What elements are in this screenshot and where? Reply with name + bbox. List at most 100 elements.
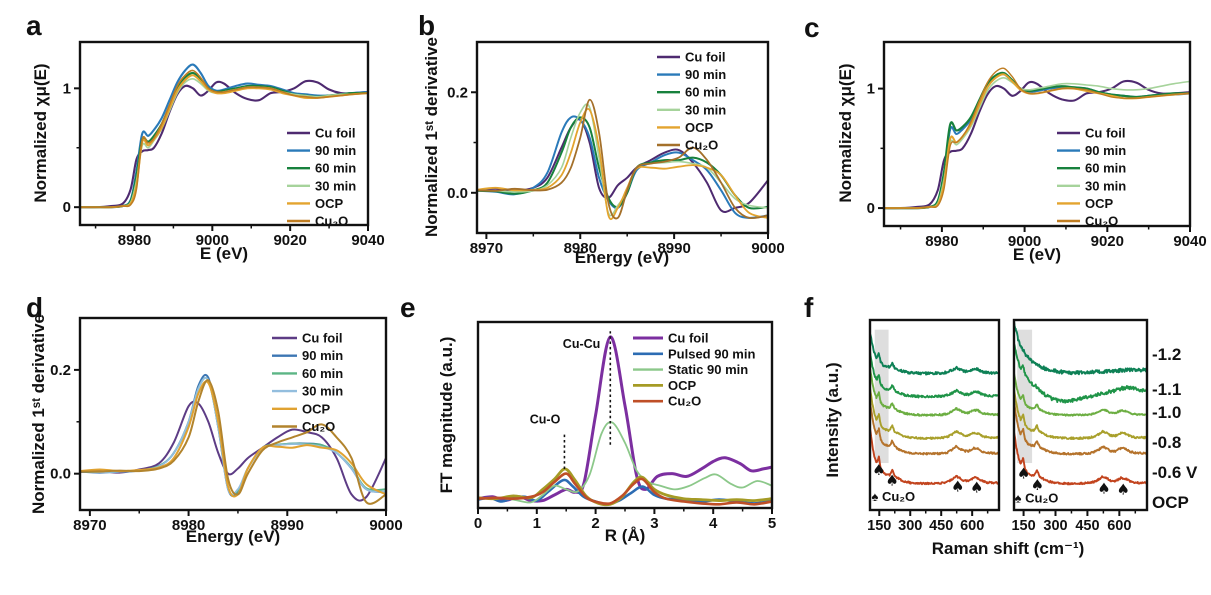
panel-c-legend-label-30-min: 30 min xyxy=(1085,178,1126,193)
panel-d-xlabel: Energy (eV) xyxy=(186,527,280,546)
panel-f-subplot-0-series-1-0 xyxy=(869,367,1000,417)
plots-layer: 8980 9000 9020 9040 0 1 E (eV) Normalized χμ(E)… xyxy=(29,37,1207,558)
panel-a-ylabel: Normalized χμ(E) xyxy=(31,63,50,202)
panel-c-series-cu-foil xyxy=(883,79,1191,210)
panel-b-series-cu-foil xyxy=(476,118,769,213)
x-tick-label: 3 xyxy=(650,515,658,532)
panel-d-series-cu-o xyxy=(79,379,387,505)
panel-f-subplot-0-spade-marker-1: ♠ xyxy=(885,471,898,489)
x-tick-label: 8980 xyxy=(564,240,597,257)
y-tick-label: 0 xyxy=(63,199,71,216)
panel-a-xlabel: E (eV) xyxy=(200,244,248,263)
panel-c-series-cu-o xyxy=(883,67,1191,209)
panel-f-subplot-0-spade-marker-2: ♠ xyxy=(951,478,964,496)
panel-c-ylabel: Normalized χμ(E) xyxy=(836,63,855,202)
panel-f-subplot-0-series-ocp xyxy=(869,428,1000,486)
panel-b-xlabel: Energy (eV) xyxy=(575,248,669,267)
y-tick-label: 0.0 xyxy=(50,466,71,483)
panel-c-series-ocp xyxy=(883,73,1191,210)
panel-f-subplot-1-series-ocp xyxy=(1013,431,1148,486)
panel-d-letter: d xyxy=(26,292,43,323)
panel-b-series xyxy=(476,98,769,221)
panel-f-potential-label-ocp: OCP xyxy=(1152,493,1189,512)
x-tick-label: 150 xyxy=(867,518,891,534)
x-tick-label: 8980 xyxy=(118,232,151,249)
panel-b: 8970 8980 8990 9000 0.0 0.2 Energy (eV) Normali… xyxy=(422,37,785,267)
panel-e-legend-label-cu-foil: Cu foil xyxy=(668,331,708,346)
x-tick-label: 8970 xyxy=(73,517,106,534)
plot-frame xyxy=(882,40,1192,228)
panel-b-legend-label-30-min: 30 min xyxy=(685,102,726,117)
panel-e-series-cu-o xyxy=(477,472,773,506)
panel-b-legend-label-cu-foil: Cu foil xyxy=(685,50,725,65)
panel-a-legend-label-cu-o: Cu₂O xyxy=(315,214,348,229)
x-tick-label: 9040 xyxy=(351,232,384,249)
panel-d-legend-label-ocp: OCP xyxy=(302,401,331,416)
panel-d-series-cu-foil xyxy=(79,400,387,502)
panel-f-subplot-1-series-1-1 xyxy=(1013,343,1148,404)
x-tick-label: 600 xyxy=(1107,518,1131,534)
y-tick-label: 0.0 xyxy=(447,185,468,202)
panel-e: Cu-Cu Cu-O 0 1 2 3 4 5 R (Å) FT magnitude (a.u.) C… xyxy=(437,320,776,545)
panel-a-legend-label-30-min: 30 min xyxy=(315,178,356,193)
panel-b-series-cu-o xyxy=(476,98,769,220)
panel-f-subplot-1-spade-marker-0: ♠ xyxy=(1017,465,1030,483)
panel-b-series-ocp xyxy=(476,108,769,221)
panel-a-legend-label-60-min: 60 min xyxy=(315,161,356,176)
panel-b-letter: b xyxy=(418,10,435,41)
panel-b-legend-label-90-min: 90 min xyxy=(685,67,726,82)
panel-e-letter: e xyxy=(400,292,416,323)
panel-e-xlabel: R (Å) xyxy=(605,526,646,545)
panel-e-legend-label-ocp: OCP xyxy=(668,378,697,393)
panel-a-legend-label-ocp: OCP xyxy=(315,196,344,211)
panel-e-annotation-cu-cu: Cu-Cu xyxy=(563,337,601,351)
x-tick-label: 9020 xyxy=(1091,233,1124,250)
x-tick-label: 9000 xyxy=(369,517,402,534)
panel-e-legend-label-pulsed-90-min: Pulsed 90 min xyxy=(668,346,755,361)
x-tick-label: 8990 xyxy=(271,517,304,534)
plot-frame xyxy=(868,318,1001,512)
y-tick-label: 0.2 xyxy=(447,84,468,101)
y-tick-label: 1 xyxy=(63,80,71,97)
x-tick-label: 150 xyxy=(1011,518,1035,534)
x-tick-label: 8980 xyxy=(172,517,205,534)
panel-b-legend-label-ocp: OCP xyxy=(685,120,714,135)
panel-c-legend-label-90-min: 90 min xyxy=(1085,143,1126,158)
panel-f-potential-label-0-6-v: -0.6 V xyxy=(1152,463,1198,482)
plot-frame xyxy=(475,40,770,235)
panel-c-legend-label-60-min: 60 min xyxy=(1085,161,1126,176)
panel-a-legend-label-90-min: 90 min xyxy=(315,143,356,158)
panel-letters: a b c d e f xyxy=(26,10,820,323)
x-tick-label: 600 xyxy=(960,518,984,534)
panel-a-legend-label-cu-foil: Cu foil xyxy=(315,126,355,141)
panel-c-xlabel: E (eV) xyxy=(1013,245,1061,264)
panel-f-subplot-0-series-1-2 xyxy=(869,333,1000,376)
panel-d-legend-label-60-min: 60 min xyxy=(302,366,343,381)
panel-e-ylabel: FT magnitude (a.u.) xyxy=(437,337,456,494)
panel-c-letter: c xyxy=(804,12,820,43)
panel-b-legend-label-cu-o: Cu₂O xyxy=(685,138,718,153)
panel-f-subplot-0-series-0-8 xyxy=(869,388,1000,440)
panel-d-legend-label-cu-foil: Cu foil xyxy=(302,331,342,346)
panel-f-subplot-1 xyxy=(1013,321,1148,486)
x-tick-label: 9040 xyxy=(1173,233,1206,250)
plot-frame xyxy=(78,316,388,512)
panel-f-subplot-1-spade-marker-1: ♠ xyxy=(1031,476,1044,494)
panel-f-subplot-1-series-0-6-v xyxy=(1013,401,1148,456)
panel-a-series xyxy=(79,63,369,209)
panel-e-legend-label-cu-o: Cu₂O xyxy=(668,394,701,409)
panel-f-subplot-0-spade-marker-3: ♠ xyxy=(970,479,983,497)
panel-c-legend-label-cu-foil: Cu foil xyxy=(1085,126,1125,141)
panel-d-legend-label-90-min: 90 min xyxy=(302,348,343,363)
x-tick-label: 8980 xyxy=(925,233,958,250)
panel-d-series-ocp xyxy=(79,380,387,498)
x-tick-label: 9000 xyxy=(1008,233,1041,250)
panel-f-subplot-1-series-0-8 xyxy=(1013,388,1148,440)
panel-f-subplot-0-series-0-6-v xyxy=(869,401,1000,456)
y-tick-label: 0 xyxy=(867,200,875,217)
x-tick-label: 4 xyxy=(709,515,718,532)
panel-e-annotation-cu-o: Cu-O xyxy=(530,412,561,426)
x-tick-label: 0 xyxy=(474,515,482,532)
x-tick-label: 2 xyxy=(591,515,599,532)
